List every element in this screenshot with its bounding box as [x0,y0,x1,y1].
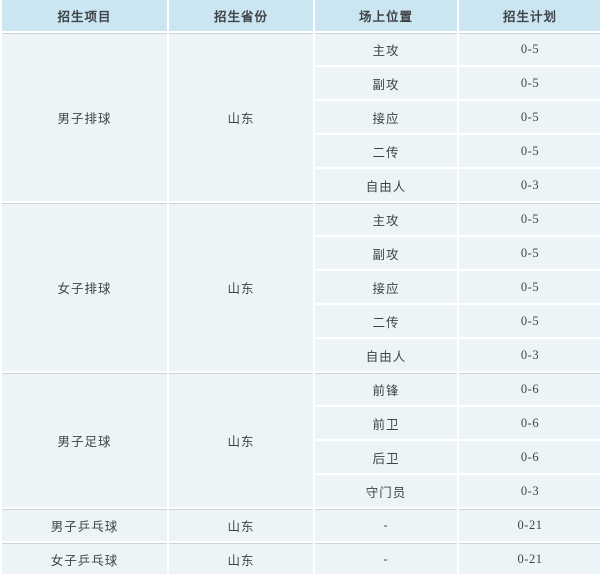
table-section: 女子乒乓球 山东 -0-21 [0,541,600,574]
position-cell: 主攻 [313,31,458,66]
plan-cell: 0-5 [457,99,600,134]
table-row: 后卫 0-6 [1,439,600,474]
table-row: 男子乒乓球 山东 -0-21 [0,507,600,542]
province-cell: 山东 [167,371,314,508]
plan-cell: 0-21 [457,541,600,574]
position-cell: - [313,507,458,542]
position-cell: - [313,541,458,574]
position-cell: 主攻 [313,201,458,236]
table-section: 女子排球 山东 主攻 0-5 副攻 0-5 接应 0-5 二传 0-5 自由人 0-3 [0,201,600,372]
table-row: 男子足球 山东 前锋 0-6 [0,371,600,508]
table-row: 二传 0-5 [1,303,600,338]
table-section: 男子足球 山东 前锋 0-6 前卫 0-6 后卫 0-6 守门员 0-3 [0,371,600,508]
table-row: 前卫 0-6 [1,405,600,440]
project-cell: 男子足球 [0,371,168,508]
position-cell: 后卫 [313,439,458,474]
header-province: 招生省份 [167,0,314,32]
plan-cell: 0-5 [457,133,600,168]
province-cell: 山东 [167,507,314,542]
header-project: 招生项目 [0,0,168,32]
header-plan: 招生计划 [457,0,600,32]
table-row: 副攻 0-5 [1,65,600,100]
province-cell: 山东 [167,201,314,372]
plan-cell: 0-5 [457,235,600,270]
position-cell: 前卫 [313,405,458,440]
plan-cell: 0-3 [457,337,600,372]
project-cell: 女子排球 [0,201,168,372]
plan-cell: 0-5 [457,303,600,338]
project-cell: 女子乒乓球 [0,541,168,574]
plan-cell: 0-5 [457,31,600,66]
position-cell: 自由人 [313,167,458,202]
position-cell: 副攻 [313,235,458,270]
project-cell: 男子乒乓球 [0,507,168,542]
plan-cell: 0-6 [457,405,600,440]
province-cell: 山东 [167,541,314,574]
plan-cell: 0-6 [457,371,600,406]
table-row: 接应 0-5 [1,269,600,304]
position-cell: 二传 [313,133,458,168]
table-row: 二传 0-5 [1,133,600,168]
position-cell: 前锋 [313,371,458,406]
table-section: 男子排球 山东 主攻 0-5 副攻 0-5 接应 0-5 二传 0-5 自由人 0-3 [0,31,600,202]
project-cell: 男子排球 [0,31,168,202]
province-cell: 山东 [167,31,314,202]
plan-cell: 0-3 [457,473,600,508]
table-section: 男子乒乓球 山东 -0-21 [0,507,600,542]
plan-cell: 0-3 [457,167,600,202]
table-row: 副攻 0-5 [1,235,600,270]
plan-cell: 0-6 [457,439,600,474]
plan-cell: 0-5 [457,269,600,304]
table-row: 男子排球 山东 主攻 0-5 [0,31,600,202]
header-row: 招生项目 招生省份 场上位置 招生计划 [0,0,600,32]
position-cell: 接应 [313,269,458,304]
position-cell: 守门员 [313,473,458,508]
plan-cell: 0-5 [457,201,600,236]
table-row: 守门员 0-3 [1,473,600,508]
table-header: 招生项目 招生省份 场上位置 招生计划 [0,0,600,32]
position-cell: 自由人 [313,337,458,372]
table-row: 自由人 0-3 [1,167,600,202]
table-row: 女子乒乓球 山东 -0-21 [0,541,600,574]
position-cell: 二传 [313,303,458,338]
plan-cell: 0-21 [457,507,600,542]
position-cell: 副攻 [313,65,458,100]
table-row: 接应 0-5 [1,99,600,134]
plan-cell: 0-5 [457,65,600,100]
table-row: 女子排球 山东 主攻 0-5 [0,201,600,372]
position-cell: 接应 [313,99,458,134]
table-row: 自由人 0-3 [1,337,600,372]
header-position: 场上位置 [313,0,458,32]
